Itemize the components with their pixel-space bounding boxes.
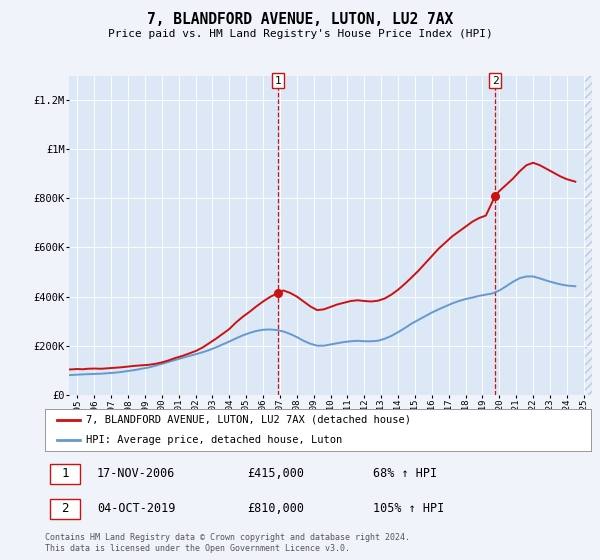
Text: 2: 2 bbox=[61, 502, 69, 515]
Text: 1: 1 bbox=[275, 76, 281, 86]
FancyBboxPatch shape bbox=[50, 464, 80, 484]
Text: £810,000: £810,000 bbox=[247, 502, 304, 515]
Text: 68% ↑ HPI: 68% ↑ HPI bbox=[373, 468, 437, 480]
Text: 04-OCT-2019: 04-OCT-2019 bbox=[97, 502, 175, 515]
Text: HPI: Average price, detached house, Luton: HPI: Average price, detached house, Luto… bbox=[86, 435, 342, 445]
Text: 17-NOV-2006: 17-NOV-2006 bbox=[97, 468, 175, 480]
Text: 7, BLANDFORD AVENUE, LUTON, LU2 7AX (detached house): 7, BLANDFORD AVENUE, LUTON, LU2 7AX (det… bbox=[86, 415, 411, 424]
Text: 7, BLANDFORD AVENUE, LUTON, LU2 7AX: 7, BLANDFORD AVENUE, LUTON, LU2 7AX bbox=[147, 12, 453, 27]
Text: 105% ↑ HPI: 105% ↑ HPI bbox=[373, 502, 444, 515]
Text: 1: 1 bbox=[61, 468, 69, 480]
Text: Price paid vs. HM Land Registry's House Price Index (HPI): Price paid vs. HM Land Registry's House … bbox=[107, 29, 493, 39]
Text: Contains HM Land Registry data © Crown copyright and database right 2024.
This d: Contains HM Land Registry data © Crown c… bbox=[45, 533, 410, 553]
Text: £415,000: £415,000 bbox=[247, 468, 304, 480]
FancyBboxPatch shape bbox=[50, 498, 80, 519]
Bar bbox=[584, 76, 592, 395]
Text: 2: 2 bbox=[492, 76, 499, 86]
